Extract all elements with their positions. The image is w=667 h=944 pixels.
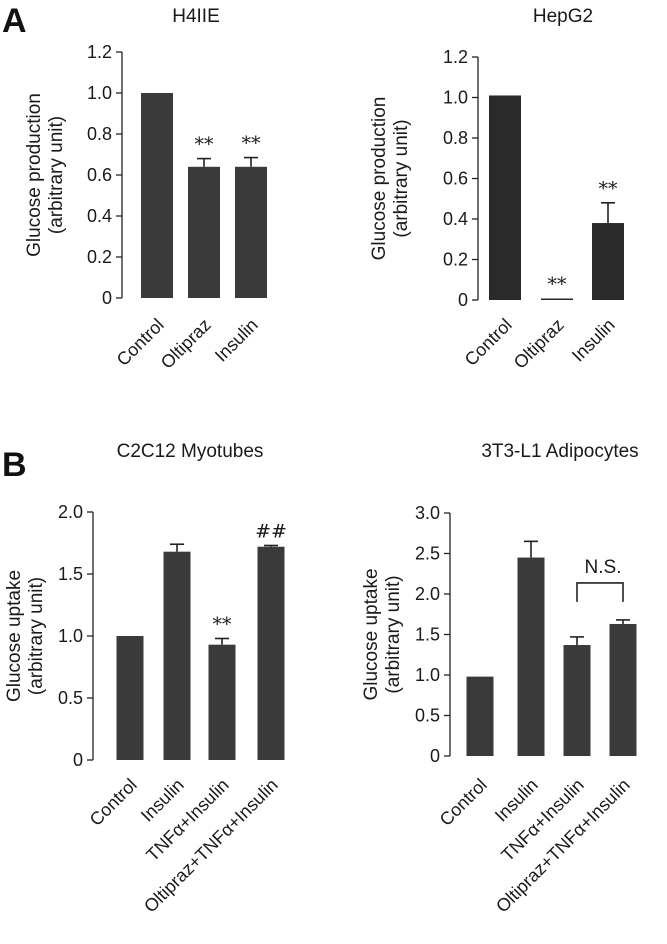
- y-tick-label: 0.2: [443, 250, 468, 270]
- y-tick-label: 0: [458, 290, 468, 310]
- category-label: Oltipraz: [157, 315, 215, 373]
- y-tick-label: 0.6: [87, 165, 112, 185]
- ns-label: N.S.: [585, 557, 622, 578]
- bar-0: [116, 636, 144, 760]
- significance-mark: **: [599, 178, 619, 200]
- bar-2: [592, 223, 624, 300]
- y-tick-label: 1.0: [443, 88, 468, 108]
- chart-c2c12-myotubes: C2C12 Myotubes Glucose uptake (arbitrary u…: [4, 441, 287, 916]
- y-axis-label: Glucose uptake: [4, 570, 25, 702]
- y-tick-label: 3.0: [415, 503, 440, 523]
- significance-mark: ##: [255, 520, 287, 542]
- significance-mark: **: [548, 274, 568, 296]
- significance-mark: **: [213, 613, 233, 635]
- y-axis-label: Glucose production: [369, 97, 390, 261]
- y-tick-label: 0.8: [443, 128, 468, 148]
- category-label: Control: [436, 775, 491, 830]
- y-tick-label: 0.6: [443, 169, 468, 189]
- significance-bracket: [576, 582, 624, 602]
- category-label: Insulin: [211, 315, 262, 366]
- bar-3: [609, 623, 637, 756]
- y-tick-label: 0.5: [415, 706, 440, 726]
- y-tick-label: 0.4: [87, 206, 112, 226]
- chart-h4iie: H4IIE Glucose production (arbitrary unit) 0…: [24, 6, 267, 373]
- y-axis-label: Glucose production: [24, 93, 45, 257]
- y-tick-label: 0.4: [443, 209, 468, 229]
- y-axis-label: (arbitrary unit): [383, 575, 404, 693]
- bar-0: [489, 95, 521, 300]
- y-axis-label: (arbitrary unit): [26, 577, 47, 695]
- bar-0: [141, 93, 173, 298]
- y-tick-label: 0: [73, 750, 83, 770]
- y-tick-label: 1.0: [415, 665, 440, 685]
- chart-title: H4IIE: [172, 6, 220, 27]
- chart-title: 3T3-L1 Adipocytes: [481, 441, 638, 462]
- panel-letter-a: A: [2, 2, 27, 40]
- y-axis-label: (arbitrary unit): [391, 119, 412, 237]
- y-tick-label: 0: [102, 288, 112, 308]
- y-tick-label: 1.0: [87, 83, 112, 103]
- category-label: Control: [461, 315, 516, 370]
- bar-1: [188, 166, 220, 298]
- category-label: Control: [86, 775, 141, 830]
- y-tick-label: 1.2: [443, 47, 468, 67]
- y-tick-label: 2.0: [58, 502, 83, 522]
- significance-mark: **: [242, 133, 262, 155]
- significance-mark: **: [195, 134, 215, 156]
- category-label: Insulin: [568, 315, 619, 366]
- bar-3: [257, 546, 285, 760]
- y-tick-label: 1.5: [415, 625, 440, 645]
- category-label: Oltipraz: [510, 315, 568, 373]
- bar-2: [208, 644, 236, 760]
- bar-2: [235, 166, 267, 298]
- y-axis-label: Glucose uptake: [361, 568, 382, 700]
- panel-letter-b: B: [2, 446, 27, 484]
- bar-0: [466, 676, 494, 756]
- bar-1: [541, 298, 573, 300]
- y-tick-label: 0.8: [87, 124, 112, 144]
- bar-1: [517, 557, 545, 756]
- y-tick-label: 1.5: [58, 564, 83, 584]
- y-tick-label: 0.5: [58, 688, 83, 708]
- bar-2: [563, 645, 591, 756]
- y-tick-label: 0: [430, 746, 440, 766]
- chart-3t3-l1-adipocytes: 3T3-L1 Adipocytes Glucose uptake (arbitrar…: [361, 441, 639, 916]
- y-tick-label: 1.2: [87, 42, 112, 62]
- y-tick-label: 1.0: [58, 626, 83, 646]
- chart-hepg2: HepG2 Glucose production (arbitrary unit) 0…: [369, 6, 624, 373]
- chart-title: C2C12 Myotubes: [117, 441, 264, 462]
- chart-title: HepG2: [533, 6, 593, 27]
- y-tick-label: 2.0: [415, 584, 440, 604]
- y-tick-label: 0.2: [87, 247, 112, 267]
- y-axis-label: (arbitrary unit): [46, 116, 67, 234]
- y-tick-label: 2.5: [415, 544, 440, 564]
- bar-1: [163, 551, 191, 760]
